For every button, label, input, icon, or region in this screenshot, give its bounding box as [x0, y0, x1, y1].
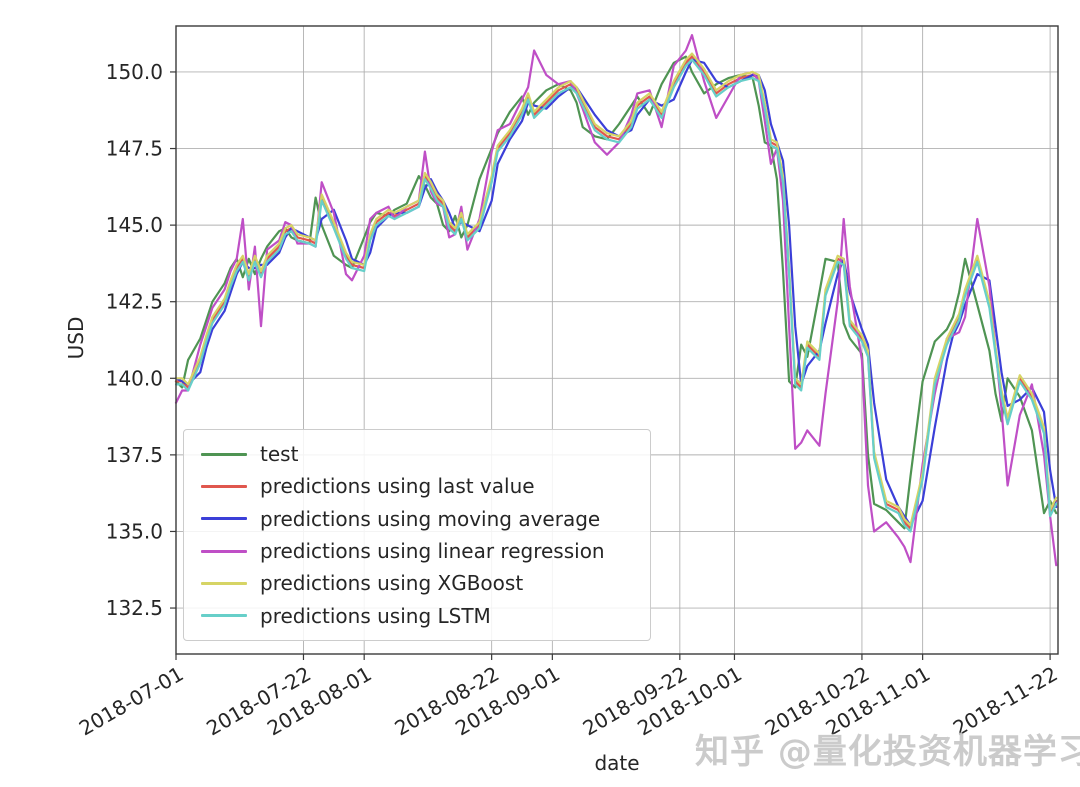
- series-line-predictions-using-LSTM: [174, 58, 1058, 533]
- legend-swatch-xgboost: [201, 581, 247, 585]
- legend-swatch-last-value: [201, 484, 247, 488]
- watermark: 知乎 @量化投资机器学习: [695, 732, 1080, 772]
- y-tick-label: 132.5: [106, 596, 163, 620]
- legend-swatch-lstm: [201, 614, 247, 618]
- x-tick-label: 2018-07-01: [75, 662, 188, 741]
- legend-swatch-moving-average: [201, 517, 247, 521]
- legend-label-moving-average: predictions using moving average: [260, 506, 601, 531]
- x-axis-label: date: [594, 751, 640, 775]
- legend-item-xgboost: predictions using XGBoost: [194, 573, 640, 593]
- legend-swatch-linear-regression: [201, 549, 247, 553]
- legend-label-xgboost: predictions using XGBoost: [260, 571, 524, 596]
- legend-swatch-test: [201, 452, 247, 456]
- y-tick-label: 140.0: [106, 366, 163, 390]
- legend: test predictions using last value predic…: [183, 429, 651, 641]
- series-line-predictions-using-linear-regression: [174, 34, 1058, 567]
- y-tick-label: 145.0: [106, 213, 163, 237]
- y-tick-label: 137.5: [106, 443, 163, 467]
- y-tick-label: 147.5: [106, 137, 163, 161]
- legend-label-linear-regression: predictions using linear regression: [260, 539, 605, 564]
- legend-item-test: test: [194, 444, 640, 464]
- legend-item-moving-average: predictions using moving average: [194, 509, 640, 529]
- legend-item-last-value: predictions using last value: [194, 476, 640, 496]
- series-line-predictions-using-last-value: [174, 55, 1058, 530]
- legend-item-lstm: predictions using LSTM: [194, 606, 640, 626]
- y-tick-label: 142.5: [106, 290, 163, 314]
- y-tick-label: 150.0: [106, 60, 163, 84]
- legend-label-lstm: predictions using LSTM: [260, 603, 491, 628]
- legend-label-test: test: [260, 442, 299, 467]
- legend-item-linear-regression: predictions using linear regression: [194, 541, 640, 561]
- legend-label-last-value: predictions using last value: [260, 474, 535, 499]
- y-axis-label: USD: [64, 316, 88, 360]
- series-line-predictions-using-XGBoost: [174, 52, 1058, 527]
- plot-border: [175, 25, 1059, 655]
- series-line-predictions-using-moving-average: [174, 58, 1058, 527]
- y-tick-label: 135.0: [106, 519, 163, 543]
